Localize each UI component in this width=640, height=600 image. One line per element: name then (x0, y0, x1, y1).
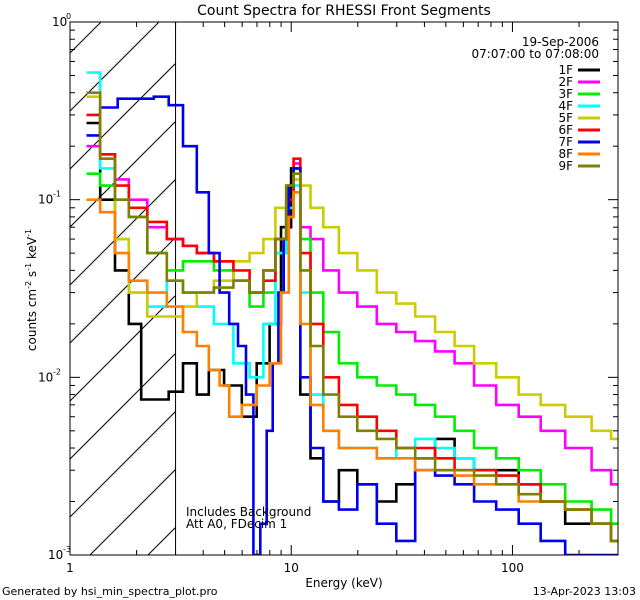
x-tick-label-100: 100 (501, 561, 524, 575)
series-line-7F (86, 95, 618, 555)
legend-label-3F: 3F (558, 87, 573, 101)
y-tick-exp: -3 (63, 545, 71, 554)
y-axis-label-sup-3: -1 (24, 229, 33, 237)
x-tick-label-1: 1 (66, 561, 74, 575)
legend-label-2F: 2F (558, 75, 573, 89)
footer-timestamp: 13-Apr-2023 13:03 (533, 585, 636, 598)
y-axis-label-sup-2: -1 (24, 263, 33, 271)
hatched-region (70, 0, 640, 555)
y-tick-label-1e0: 10 0 (52, 12, 71, 29)
y-axis-label: counts cm-2 s-1 keV-1 (24, 229, 39, 351)
time-range-label: 07:07:00 to 07:08:00 (472, 47, 599, 61)
date-label: 19-Sep-2006 (522, 35, 599, 49)
y-tick-base: 10 (48, 548, 63, 562)
hatch-line (70, 120, 176, 228)
y-axis-label-mid: s (25, 271, 39, 281)
series-line-8F (86, 191, 618, 543)
series-line-6F (86, 113, 618, 543)
x-tick-label-10: 10 (284, 561, 299, 575)
hatch-line (70, 22, 102, 54)
legend-label-8F: 8F (558, 147, 573, 161)
hatch-line (70, 294, 176, 402)
legend-label-1F: 1F (558, 63, 573, 77)
y-tick-base: 10 (52, 15, 67, 29)
y-tick-label-1e-3: 10 -3 (48, 545, 71, 562)
y-axis-label-sup-1: -2 (24, 281, 33, 289)
hatch-line (70, 410, 176, 518)
y-tick-label-1e-2: 10 -2 (38, 367, 61, 384)
x-axis-label: Energy (keV) (305, 576, 382, 590)
plot-frame (69, 21, 619, 556)
y-tick-base: 10 (38, 193, 53, 207)
hatch-line (70, 178, 176, 286)
footer-generated-by: Generated by hsi_min_spectra_plot.pro (2, 585, 218, 598)
legend-label-4F: 4F (558, 99, 573, 113)
legend-label-6F: 6F (558, 123, 573, 137)
hatch-line (70, 62, 176, 170)
annotation-attenuator: Att A0, FDecim 1 (186, 517, 287, 531)
legend-label-9F: 9F (558, 159, 573, 173)
y-axis-label-unit: keV (25, 236, 39, 263)
annotation-background: Includes Background (186, 505, 311, 519)
series-line-9F (86, 91, 618, 543)
chart-title: Count Spectra for RHESSI Front Segments (197, 3, 491, 19)
axis-ticks (69, 21, 619, 556)
y-tick-label-1e-1: 10 -1 (38, 190, 61, 207)
y-axis-label-main: counts cm (25, 289, 39, 351)
y-tick-base: 10 (38, 370, 53, 384)
y-tick-exp: -2 (53, 367, 61, 376)
hatch-line (70, 22, 160, 112)
hatch-line (70, 236, 176, 344)
legend-label-7F: 7F (558, 135, 573, 149)
legend-label-5F: 5F (558, 111, 573, 125)
hatch-line (206, 0, 640, 555)
y-tick-exp: -1 (53, 190, 61, 199)
y-tick-exp: 0 (66, 12, 71, 21)
series-group (86, 71, 618, 555)
